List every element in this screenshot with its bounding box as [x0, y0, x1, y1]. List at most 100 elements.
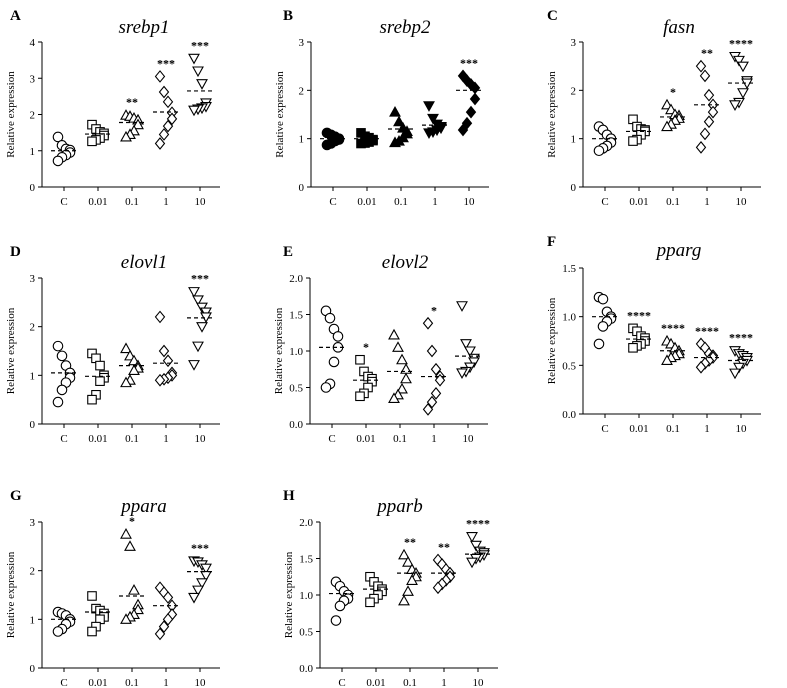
x-tick-label: 1	[163, 433, 169, 445]
significance-label: *	[363, 340, 369, 354]
y-tick-label: 1	[30, 614, 36, 626]
data-point	[470, 540, 482, 552]
chart-title: srebp2	[379, 17, 431, 38]
data-point	[432, 581, 444, 595]
x-tick-label: 1	[704, 423, 710, 435]
data-point	[466, 557, 478, 569]
data-point	[396, 382, 408, 394]
data-point	[188, 53, 200, 65]
y-axis-label: Relative expression	[5, 71, 17, 158]
y-axis-label: Relative expression	[5, 551, 17, 638]
data-point	[328, 356, 340, 368]
x-tick-label: 0.01	[88, 433, 107, 445]
data-point	[324, 312, 336, 324]
significance-label: ****	[627, 308, 651, 322]
y-tick-label: 0.5	[289, 383, 303, 395]
data-point	[120, 376, 132, 388]
data-point	[456, 368, 468, 380]
data-point	[661, 120, 673, 132]
x-tick-label: C	[60, 433, 67, 445]
data-point	[162, 119, 174, 133]
panel-letter: E	[283, 244, 293, 260]
data-point	[402, 585, 414, 596]
data-point	[733, 362, 745, 374]
x-tick-label: 10	[195, 433, 207, 445]
y-tick-label: 3	[571, 37, 577, 49]
data-point	[456, 301, 468, 312]
data-point	[95, 376, 105, 386]
chart-title: elovl1	[121, 252, 167, 273]
significance-label: *	[670, 85, 676, 99]
x-tick-label: 0.01	[88, 196, 107, 208]
significance-label: **	[126, 95, 138, 109]
y-tick-label: 1.0	[289, 346, 303, 358]
data-point	[423, 128, 435, 139]
y-axis-label: Relative expression	[273, 307, 285, 394]
data-point	[154, 137, 166, 150]
data-point	[398, 548, 410, 560]
data-point	[426, 344, 438, 358]
x-tick-label: 10	[195, 677, 207, 688]
chart-title: ppara	[119, 496, 166, 517]
panel-letter: G	[10, 488, 22, 504]
y-tick-label: 0.0	[299, 663, 313, 675]
y-tick-label: 0.5	[562, 360, 576, 372]
data-point	[356, 138, 366, 149]
y-tick-label: 1.0	[562, 312, 576, 324]
data-point	[188, 592, 200, 604]
chart-title: elovl2	[382, 252, 429, 273]
data-point	[52, 155, 64, 167]
data-point	[402, 556, 414, 567]
data-point	[188, 287, 200, 298]
x-tick-label: 0.01	[629, 423, 648, 435]
x-tick-label: 10	[195, 196, 207, 208]
y-axis-label: Relative expression	[283, 551, 295, 638]
y-tick-label: 1	[571, 134, 577, 146]
y-tick-label: 0	[571, 182, 577, 194]
x-tick-label: 1	[432, 196, 438, 208]
y-tick-label: 2	[30, 322, 36, 334]
y-tick-label: 1.5	[562, 263, 576, 275]
y-tick-label: 0.0	[562, 409, 576, 421]
x-tick-label: C	[60, 196, 67, 208]
significance-label: ***	[191, 541, 209, 555]
significance-label: ****	[661, 321, 685, 335]
x-tick-label: 0.01	[88, 677, 107, 688]
data-point	[707, 105, 719, 119]
data-point	[321, 139, 333, 151]
y-axis-label: Relative expression	[274, 71, 286, 158]
panel-letter: C	[547, 8, 558, 24]
data-point	[192, 66, 204, 78]
x-tick-label: 10	[736, 423, 748, 435]
data-point	[468, 357, 480, 369]
data-point	[87, 394, 97, 405]
data-point	[95, 360, 105, 371]
data-point	[423, 101, 435, 112]
data-point	[124, 540, 136, 551]
data-point	[128, 584, 140, 595]
significance-label: **	[438, 540, 450, 554]
data-point	[427, 113, 439, 125]
data-point	[52, 396, 64, 408]
data-point	[87, 591, 97, 601]
x-tick-label: C	[329, 196, 336, 208]
x-tick-label: 1	[441, 677, 447, 688]
data-point	[87, 136, 97, 147]
data-point	[196, 578, 208, 589]
x-tick-label: 0.1	[125, 677, 139, 688]
data-point	[365, 597, 375, 608]
data-point	[729, 100, 741, 111]
significance-label: ****	[695, 324, 719, 338]
y-axis-label: Relative expression	[5, 307, 17, 394]
significance-label: ***	[191, 272, 209, 286]
data-point	[132, 118, 144, 130]
data-point	[628, 343, 638, 353]
data-point	[162, 591, 174, 604]
data-point	[400, 372, 412, 384]
data-point	[158, 85, 170, 99]
y-tick-label: 2	[299, 85, 305, 97]
